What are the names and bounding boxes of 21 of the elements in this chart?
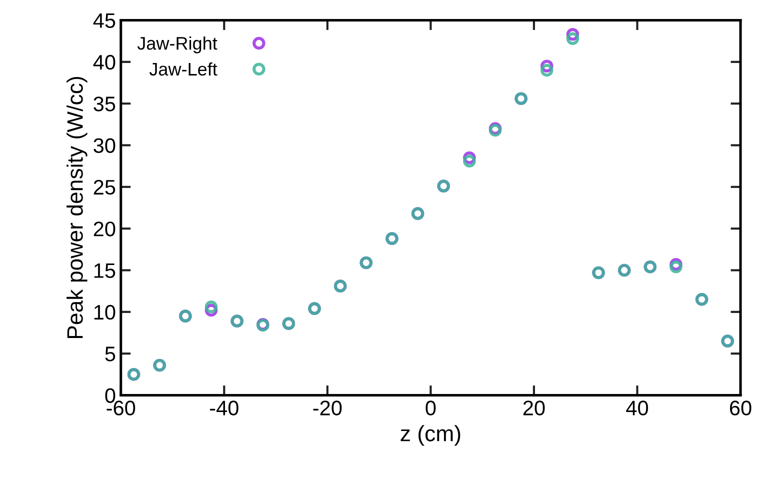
- y-tick-label: 40: [93, 54, 116, 70]
- y-tick-label: 5: [105, 346, 116, 362]
- x-tick-label: -20: [313, 400, 342, 416]
- x-tick-label: -60: [106, 400, 136, 416]
- legend-label: Jaw-Left: [149, 62, 218, 76]
- y-axis-title: Peak power density (W/cc): [66, 76, 88, 338]
- x-tick-label: 40: [626, 400, 648, 416]
- y-tick-label: 0: [105, 388, 116, 403]
- x-tick-label: 0: [426, 400, 436, 416]
- x-tick-label: -40: [210, 400, 238, 416]
- y-tick-label: 25: [94, 180, 116, 195]
- y-tick-label: 30: [94, 138, 116, 153]
- y-tick-label: 35: [94, 96, 116, 112]
- x-axis-title: z (cm): [400, 425, 460, 446]
- y-tick-label: 20: [94, 222, 116, 236]
- legend-label: Jaw-Right: [137, 36, 218, 54]
- y-tick-label: 45: [93, 13, 116, 28]
- x-tick-label: 20: [523, 400, 545, 416]
- y-tick-label: 15: [94, 263, 116, 278]
- x-tick-label: 60: [730, 400, 752, 416]
- y-tick-label: 10: [94, 304, 116, 320]
